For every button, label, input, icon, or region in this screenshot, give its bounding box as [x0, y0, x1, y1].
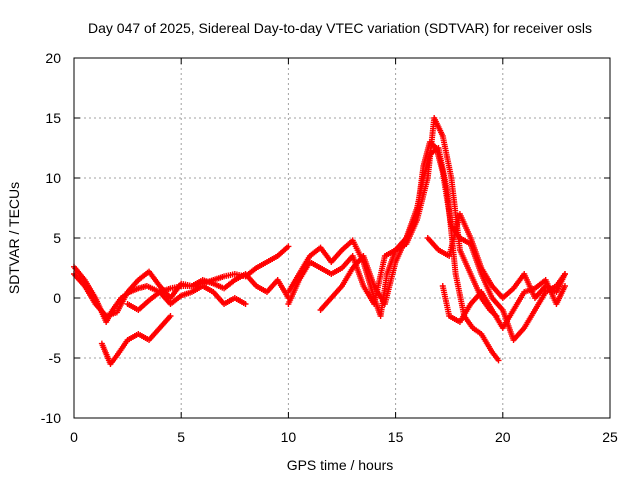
- x-axis-label: GPS time / hours: [287, 457, 394, 473]
- y-tick-label: 15: [45, 110, 61, 126]
- chart-title: Day 047 of 2025, Sidereal Day-to-day VTE…: [88, 20, 592, 36]
- series-track-7: [317, 145, 502, 364]
- series-track-6: [285, 115, 500, 319]
- y-tick-label: 5: [53, 230, 61, 246]
- data-point: [561, 283, 568, 289]
- x-tick-label: 25: [602, 429, 618, 445]
- series-track-3: [98, 313, 174, 367]
- grid: [74, 58, 610, 418]
- axis-ticks: [73, 57, 611, 419]
- y-tick-label: 0: [53, 290, 61, 306]
- x-tick-label: 10: [281, 429, 297, 445]
- data-point: [561, 271, 568, 277]
- series-track-8: [424, 211, 568, 301]
- x-tick-label: 20: [495, 429, 511, 445]
- data-point: [167, 313, 174, 319]
- data-points: [71, 115, 568, 367]
- data-point: [242, 301, 249, 307]
- y-tick-label: -10: [41, 410, 61, 426]
- series-track-4: [124, 283, 249, 313]
- x-tick-labels: 0 5 10 15 20 25: [70, 429, 618, 445]
- y-tick-label: 10: [45, 170, 61, 186]
- y-axis-label: SDTVAR / TECUs: [6, 182, 22, 294]
- y-tick-label: -5: [49, 350, 62, 366]
- x-tick-label: 0: [70, 429, 78, 445]
- series-track-9: [439, 277, 568, 331]
- x-tick-label: 5: [177, 429, 185, 445]
- data-point: [495, 357, 502, 364]
- series-track-2: [71, 268, 292, 319]
- y-tick-label: 20: [45, 50, 61, 66]
- y-tick-labels: -10 -5 0 5 10 15 20: [41, 50, 61, 426]
- data-point: [285, 243, 292, 250]
- x-tick-label: 15: [388, 429, 404, 445]
